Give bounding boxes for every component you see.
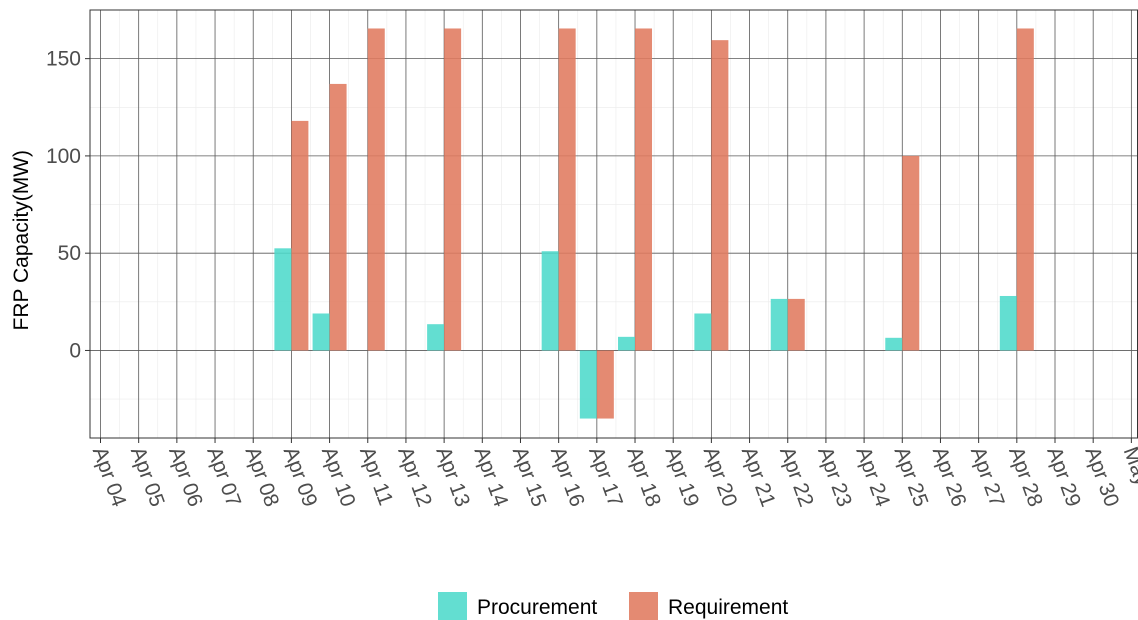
legend-label-requirement: Requirement [668,596,788,619]
bar-procurement-apr-25 [885,337,903,351]
x-tick-label: Apr 28 [1004,444,1047,510]
legend-swatch-procurement [438,592,467,620]
x-tick-label: Apr 10 [317,444,360,510]
x-tick-label: Apr 21 [737,444,780,510]
bars [274,28,1034,419]
y-tick-label: 150 [46,48,81,71]
x-tick-label: Apr 22 [775,444,818,510]
bar-requirement-apr-18 [635,28,653,351]
x-tick-label: Apr 29 [1042,444,1085,510]
y-axis-title: FRP Capacity(MW) [10,150,33,330]
y-tick-label: 50 [58,242,81,265]
bar-procurement-apr-28 [999,295,1017,351]
x-tick-label: May 01 [1119,444,1138,517]
x-tick-label: Apr 18 [622,444,665,510]
bar-procurement-apr-17 [579,350,597,419]
bar-procurement-apr-09 [274,248,292,351]
x-tick-label: Apr 12 [393,444,436,510]
bar-procurement-apr-20 [694,313,712,351]
legend-swatch-requirement [629,592,658,620]
x-tick-label: Apr 20 [699,444,742,510]
bar-requirement-apr-16 [558,28,576,351]
bar-requirement-apr-09 [291,120,309,351]
x-tick-label: Apr 13 [431,444,474,510]
bar-requirement-apr-17 [596,350,614,419]
y-tick-label: 0 [69,339,81,362]
x-tick-label: Apr 23 [813,444,856,510]
x-tick-label: Apr 19 [661,444,704,510]
x-tick-label: Apr 25 [890,444,933,510]
bar-requirement-apr-22 [787,298,805,351]
x-tick-label: Apr 27 [966,444,1009,510]
bar-procurement-apr-18 [618,336,636,351]
bar-requirement-apr-10 [329,83,347,351]
x-tick-label: Apr 06 [164,444,207,510]
bar-requirement-apr-20 [711,40,729,351]
bar-procurement-apr-16 [541,251,559,351]
x-tick-label: Apr 14 [470,444,513,510]
legend-label-procurement: Procurement [477,596,597,619]
x-tick-label: Apr 17 [584,444,627,510]
x-tick-label: Apr 08 [241,444,284,510]
bar-procurement-apr-22 [770,298,788,351]
x-tick-label: Apr 11 [355,444,397,509]
x-tick-label: Apr 16 [546,444,589,510]
bar-procurement-apr-13 [427,324,445,351]
x-tick-label: Apr 04 [88,444,131,510]
legend: Procurement Requirement [438,592,788,620]
grid-lines [90,9,1138,438]
x-tick-label: Apr 26 [928,444,971,510]
x-tick-label: Apr 05 [126,444,169,510]
bar-requirement-apr-11 [367,28,385,351]
x-tick-label: Apr 24 [851,444,894,510]
bar-requirement-apr-25 [902,155,920,351]
bar-requirement-apr-13 [444,28,462,351]
x-tick-label: Apr 07 [202,444,245,510]
bar-requirement-apr-28 [1016,28,1034,351]
x-tick-label: Apr 30 [1080,444,1123,510]
bar-procurement-apr-10 [312,313,330,351]
x-tick-label: Apr 09 [279,444,322,510]
y-tick-label: 100 [46,145,81,168]
x-tick-label: Apr 15 [508,444,551,510]
